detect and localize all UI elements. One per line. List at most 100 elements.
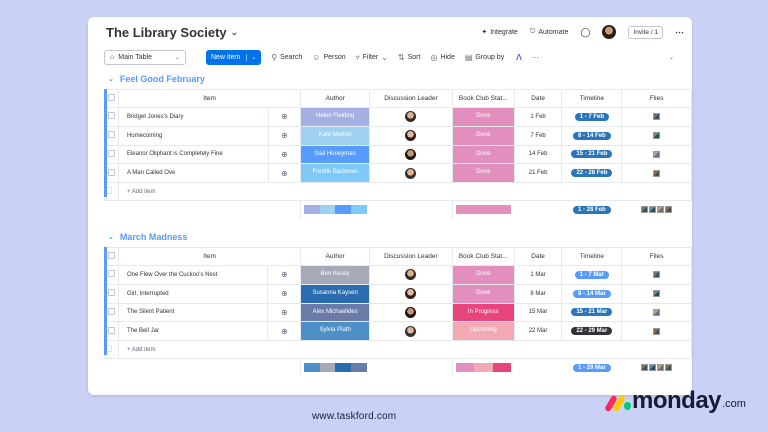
status-cell[interactable]: Done [451,107,515,127]
status-cell[interactable]: Done [451,265,515,285]
author-cell[interactable]: Ben Kesey [300,265,371,285]
search-button[interactable]: ⚲ Search [271,53,303,62]
table-row[interactable]: Bridget Jones's Diary ⊕ Helen Fielding Done… [104,107,692,127]
file-thumbnail[interactable] [653,113,661,121]
date-cell[interactable]: 1 Feb [513,107,563,127]
item-name-cell[interactable]: The Silent Patient [117,302,269,323]
more-options-icon[interactable]: ⋯ [531,54,539,62]
status-cell[interactable]: Done [451,144,515,165]
timeline-summary[interactable]: 1 - 29 Mar [561,357,622,377]
add-update-icon[interactable]: ⊕ [267,125,302,146]
add-item-button[interactable]: + Add item [117,340,692,359]
timeline-cell[interactable]: 1 - 7 Feb [561,107,623,127]
author-cell[interactable]: Sylvia Plath [300,321,371,342]
discussion-leader-cell[interactable] [369,321,453,342]
column-header-item[interactable]: Item [117,247,302,266]
sort-button[interactable]: ⇅ Sort [397,53,421,62]
item-name-cell[interactable]: One Flew Over the Cuckoo's Nest [117,265,269,285]
files-cell[interactable] [621,265,692,285]
timeline-cell[interactable]: 22 - 28 Feb [561,163,623,184]
item-name-cell[interactable]: A Man Called Ove [117,163,269,184]
hide-button[interactable]: ◎ Hide [430,53,455,62]
table-row[interactable]: One Flew Over the Cuckoo's Nest ⊕ Ben Kese… [104,265,692,285]
filter-button[interactable]: ▿ Filter ⌄ [355,53,388,62]
group-by-button[interactable]: ▤ Group by [464,53,505,62]
file-thumbnail[interactable] [653,327,661,335]
file-thumbnail[interactable] [653,169,661,177]
automate-button[interactable]: ⎋ Automate [529,28,569,36]
add-update-icon[interactable]: ⊕ [267,302,302,323]
status-cell[interactable]: Done [451,163,515,184]
files-cell[interactable] [621,302,692,323]
column-header[interactable]: Author [300,247,371,266]
add-update-icon[interactable]: ⊕ [267,163,302,184]
column-header[interactable]: Files [621,89,692,108]
add-update-icon[interactable]: ⊕ [267,144,302,165]
table-row[interactable]: The Bell Jar ⊕ Sylvia Plath Upcoming 22 Mar 2… [104,321,692,342]
table-row[interactable]: Eleanor Oliphant is Completely Fine ⊕ Gail… [104,144,692,165]
chevron-down-icon[interactable]: ⌄ [246,54,256,61]
select-all-checkbox[interactable] [104,247,119,266]
file-thumbnail[interactable] [653,132,661,140]
ai-assistant-icon[interactable]: ᐱ [516,53,522,62]
date-cell[interactable]: 15 Mar [513,302,563,323]
date-cell[interactable]: 22 Mar [513,321,563,342]
discussion-leader-cell[interactable] [369,163,453,184]
file-thumbnail[interactable] [653,271,661,279]
author-cell[interactable]: Helen Fielding [300,107,371,127]
author-summary-bar[interactable] [300,357,370,377]
chevron-down-icon[interactable]: ⌄ [108,234,114,241]
person-filter-button[interactable]: ☺ Person [312,53,346,62]
timeline-cell[interactable]: 8 - 14 Mar [561,283,623,304]
file-thumbnail[interactable] [640,206,648,214]
add-item-button[interactable]: + Add item [117,182,692,201]
author-cell[interactable]: Susanna Kaysen [300,283,371,304]
status-cell[interactable]: In Progress [451,302,515,323]
column-header-item[interactable]: Item [117,89,302,108]
author-cell[interactable]: Kate Morton [300,125,371,146]
column-header[interactable]: Timeline [561,247,623,266]
files-cell[interactable] [621,321,692,342]
table-row[interactable]: The Silent Patient ⊕ Alex Michaelides In Pr… [104,302,692,323]
discussion-leader-cell[interactable] [369,265,453,285]
column-header[interactable]: Files [621,247,692,266]
board-title-area[interactable]: The Library Society ⌄ [106,25,238,40]
author-cell[interactable]: Alex Michaelides [300,302,371,323]
timeline-summary[interactable]: 1 - 28 Feb [561,199,622,219]
chat-icon[interactable]: ◯ [580,26,591,37]
timeline-cell[interactable]: 8 - 14 Feb [561,125,623,146]
add-update-icon[interactable]: ⊕ [267,283,302,304]
files-summary[interactable] [621,199,692,219]
group-title[interactable]: ⌄ March Madness [108,232,187,242]
discussion-leader-cell[interactable] [369,107,453,127]
column-header[interactable]: Date [513,247,563,266]
file-thumbnail[interactable] [664,206,672,214]
file-thumbnail[interactable] [656,364,664,372]
timeline-cell[interactable]: 15 - 21 Mar [561,302,623,323]
column-header[interactable]: Date [513,89,563,108]
status-cell[interactable]: Done [451,125,515,146]
file-thumbnail[interactable] [648,364,656,372]
column-header[interactable]: Timeline [561,89,623,108]
files-summary[interactable] [621,357,692,377]
timeline-cell[interactable]: 1 - 7 Mar [561,265,623,285]
group-title[interactable]: ⌄ Feel Good February [108,74,205,84]
file-thumbnail[interactable] [664,364,672,372]
item-name-cell[interactable]: Girl, Interrupted [117,283,269,304]
status-summary-bar[interactable] [451,199,515,219]
column-header[interactable]: Discussion Leader [369,89,453,108]
file-thumbnail[interactable] [648,206,656,214]
new-item-button[interactable]: New item ⌄ [206,50,262,65]
file-thumbnail[interactable] [653,308,661,316]
date-cell[interactable]: 1 Mar [513,265,563,285]
timeline-cell[interactable]: 22 - 29 Mar [561,321,623,342]
integrate-button[interactable]: ✦ Integrate [481,28,518,37]
chevron-down-icon[interactable]: ⌄ [108,76,114,83]
date-cell[interactable]: 21 Feb [513,163,563,184]
author-summary-bar[interactable] [300,199,370,219]
item-name-cell[interactable]: Homecoming [117,125,269,146]
status-cell[interactable]: Upcoming [451,321,515,342]
chevron-down-icon[interactable]: ⌄ [230,27,239,37]
main-table-view-selector[interactable]: ⌂ Main Table ⌄ [104,50,186,65]
file-thumbnail[interactable] [653,150,661,158]
